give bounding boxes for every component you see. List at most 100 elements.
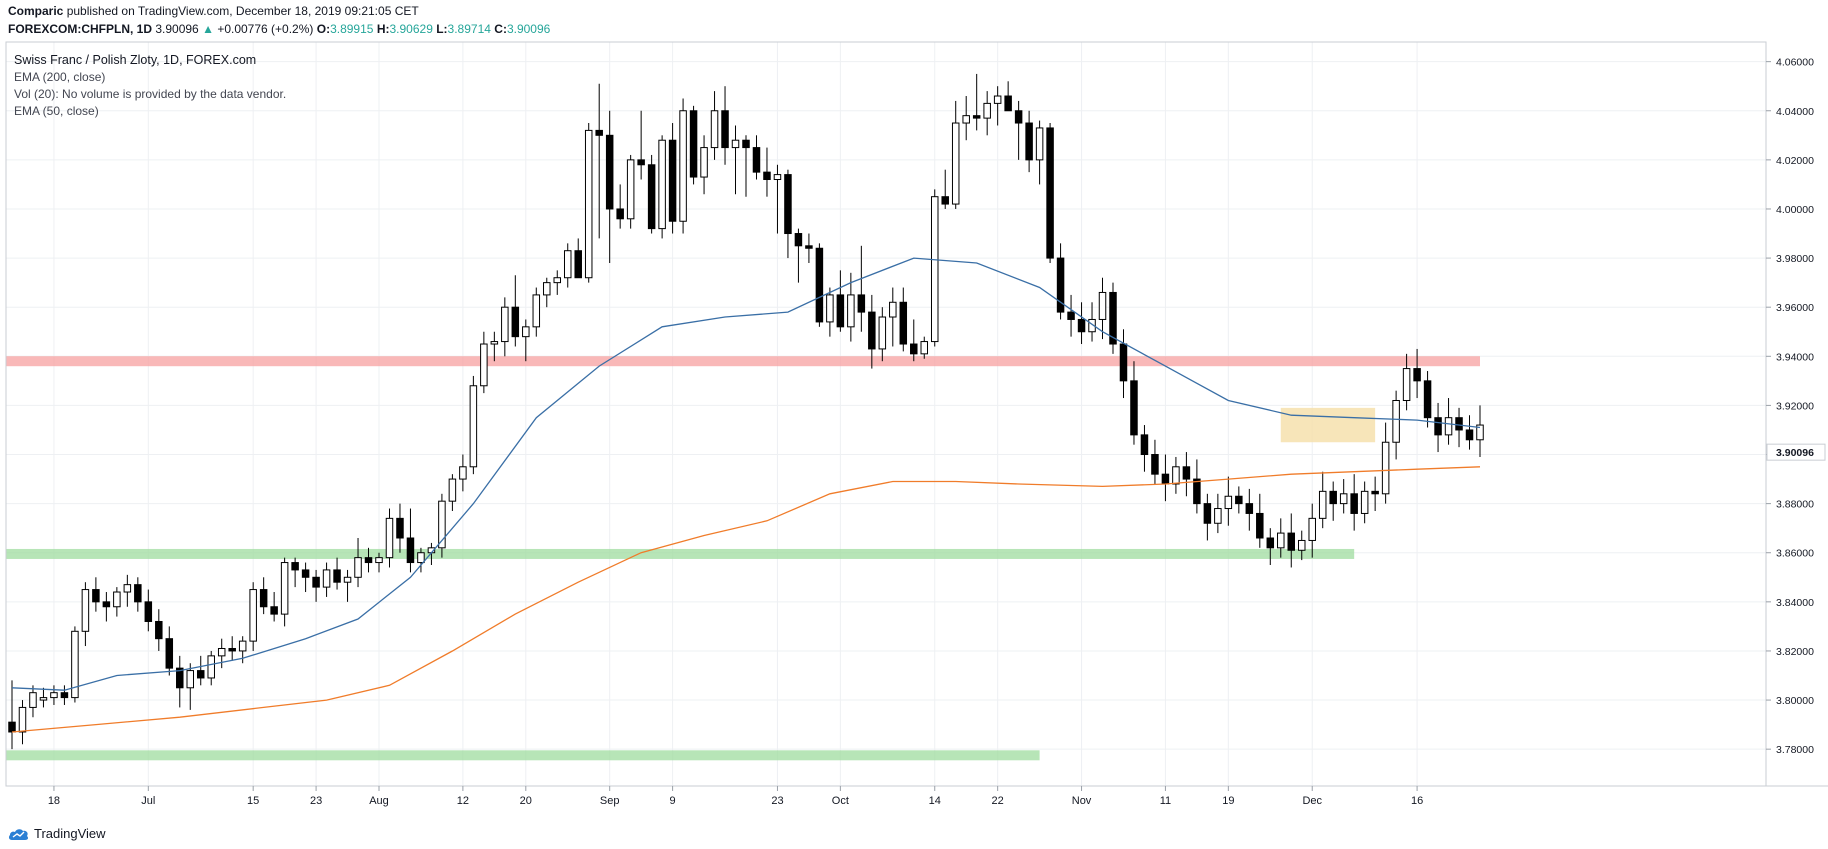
candle[interactable] bbox=[259, 577, 268, 615]
candle[interactable] bbox=[1098, 277, 1107, 340]
candle[interactable] bbox=[39, 687, 48, 708]
candle[interactable] bbox=[668, 123, 677, 234]
candle[interactable] bbox=[815, 243, 824, 327]
candle[interactable] bbox=[658, 135, 666, 239]
candle[interactable] bbox=[752, 135, 761, 180]
candle[interactable] bbox=[941, 169, 949, 209]
candle[interactable] bbox=[1214, 493, 1222, 534]
author-name[interactable]: Comparic bbox=[8, 4, 64, 18]
candle[interactable] bbox=[490, 331, 499, 362]
candle[interactable] bbox=[805, 233, 813, 263]
candle[interactable] bbox=[280, 557, 289, 627]
candle[interactable] bbox=[18, 700, 27, 745]
candle[interactable] bbox=[773, 164, 782, 234]
candle[interactable] bbox=[1109, 282, 1117, 354]
candle[interactable] bbox=[81, 582, 90, 647]
candle[interactable] bbox=[1444, 398, 1453, 445]
candle[interactable] bbox=[1245, 488, 1254, 531]
candle[interactable] bbox=[1434, 402, 1442, 453]
candle[interactable] bbox=[605, 110, 614, 263]
candle[interactable] bbox=[522, 319, 530, 362]
candle[interactable] bbox=[878, 307, 887, 362]
candle[interactable] bbox=[721, 86, 729, 165]
candles-layer[interactable] bbox=[8, 73, 1484, 750]
candle[interactable] bbox=[354, 538, 362, 588]
candle[interactable] bbox=[868, 294, 876, 369]
candle[interactable] bbox=[1360, 481, 1369, 524]
candle[interactable] bbox=[1182, 452, 1191, 497]
candle[interactable] bbox=[1287, 513, 1296, 568]
candle[interactable] bbox=[574, 238, 582, 279]
candle[interactable] bbox=[742, 135, 750, 197]
candle[interactable] bbox=[113, 587, 121, 617]
candle[interactable] bbox=[1056, 243, 1065, 320]
candle[interactable] bbox=[993, 86, 1002, 126]
candle[interactable] bbox=[584, 123, 593, 283]
candle[interactable] bbox=[480, 331, 488, 394]
candle[interactable] bbox=[1402, 353, 1411, 411]
candle[interactable] bbox=[1140, 425, 1149, 472]
candle[interactable] bbox=[29, 685, 37, 718]
candle[interactable] bbox=[438, 493, 446, 558]
candle[interactable] bbox=[501, 297, 509, 357]
candle[interactable] bbox=[511, 275, 520, 347]
candle[interactable] bbox=[951, 100, 960, 209]
candle[interactable] bbox=[50, 685, 58, 705]
candle[interactable] bbox=[972, 73, 981, 131]
candle[interactable] bbox=[1339, 479, 1348, 514]
candle[interactable] bbox=[857, 245, 866, 332]
candle[interactable] bbox=[1329, 481, 1337, 521]
candle[interactable] bbox=[1130, 361, 1138, 445]
candle[interactable] bbox=[448, 474, 457, 511]
candle[interactable] bbox=[1277, 518, 1285, 558]
candle[interactable] bbox=[1088, 302, 1096, 342]
candle[interactable] bbox=[207, 650, 215, 686]
candle[interactable] bbox=[417, 547, 425, 573]
candle[interactable] bbox=[710, 91, 719, 160]
candle[interactable] bbox=[396, 503, 404, 553]
candle[interactable] bbox=[8, 680, 16, 750]
candle[interactable] bbox=[1025, 110, 1033, 173]
candle[interactable] bbox=[637, 110, 645, 180]
candle[interactable] bbox=[1381, 422, 1390, 504]
candle[interactable] bbox=[60, 685, 69, 705]
candle[interactable] bbox=[1308, 503, 1316, 558]
candle[interactable] bbox=[406, 508, 415, 573]
candle[interactable] bbox=[1392, 390, 1400, 460]
candle[interactable] bbox=[385, 508, 394, 568]
candle[interactable] bbox=[731, 125, 740, 195]
candle[interactable] bbox=[249, 582, 257, 651]
candle[interactable] bbox=[920, 336, 929, 359]
candle[interactable] bbox=[155, 609, 163, 651]
candle[interactable] bbox=[1318, 471, 1327, 529]
candle[interactable] bbox=[459, 454, 467, 492]
candle[interactable] bbox=[291, 557, 299, 588]
candle[interactable] bbox=[962, 96, 970, 141]
candle[interactable] bbox=[186, 663, 195, 710]
candle[interactable] bbox=[983, 91, 991, 136]
candle[interactable] bbox=[1161, 454, 1170, 502]
candle[interactable] bbox=[1423, 371, 1432, 428]
candle[interactable] bbox=[889, 287, 897, 347]
candle[interactable] bbox=[228, 636, 236, 661]
candle[interactable] bbox=[563, 243, 572, 288]
candle[interactable] bbox=[375, 552, 383, 573]
candle[interactable] bbox=[553, 270, 562, 295]
candle[interactable] bbox=[1004, 81, 1012, 112]
candle[interactable] bbox=[364, 547, 373, 573]
candle[interactable] bbox=[196, 655, 205, 686]
candle[interactable] bbox=[92, 577, 100, 612]
candle[interactable] bbox=[700, 135, 708, 195]
candle[interactable] bbox=[784, 169, 792, 259]
candle[interactable] bbox=[217, 638, 226, 669]
candle[interactable] bbox=[343, 569, 352, 602]
candle[interactable] bbox=[134, 577, 142, 612]
candle[interactable] bbox=[1256, 493, 1264, 548]
candle[interactable] bbox=[165, 626, 174, 676]
candle[interactable] bbox=[1067, 294, 1075, 337]
candle[interactable] bbox=[1455, 407, 1463, 448]
candle[interactable] bbox=[102, 592, 111, 622]
candle[interactable] bbox=[1077, 302, 1086, 345]
time-axis[interactable]: 18 Jul 15 23 Aug 12 20 Sep 9 23 Oct 14 22 Nov 11 19 Dec 1… bbox=[48, 786, 1423, 807]
